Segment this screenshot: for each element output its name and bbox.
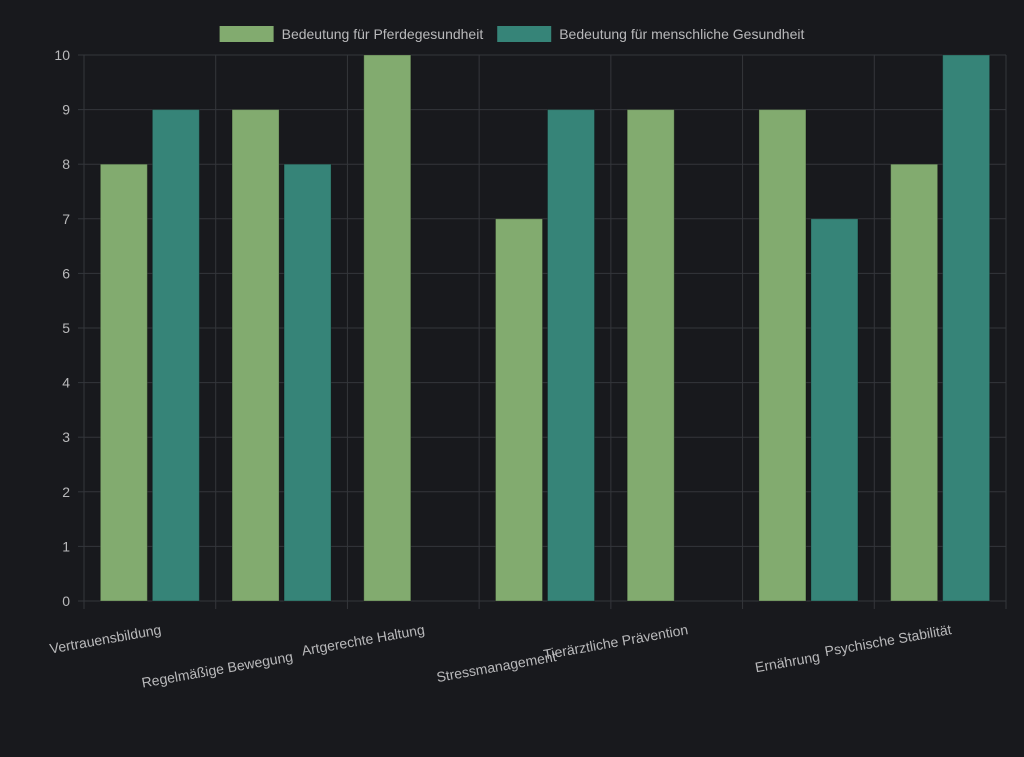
bar-menschliche-gesundheit[interactable]: [942, 54, 991, 602]
bar-pferdegesundheit[interactable]: [495, 218, 543, 602]
bar-menschliche-gesundheit[interactable]: [283, 163, 332, 602]
y-tick-label: 2: [62, 484, 70, 500]
bar-pferdegesundheit[interactable]: [626, 109, 675, 602]
y-tick-label: 1: [62, 538, 70, 554]
x-tick-label: Psychische Stabilität: [823, 621, 952, 659]
y-tick-label: 8: [62, 156, 70, 172]
y-tick-label: 7: [62, 211, 70, 227]
x-tick-label: Stressmanagement: [435, 648, 557, 685]
x-tick-label: Vertrauensbildung: [48, 621, 162, 656]
y-tick-label: 3: [62, 429, 70, 445]
legend-item-pferdegesundheit[interactable]: Bedeutung für Pferdegesundheit: [219, 26, 484, 42]
grid-lines: [83, 54, 1007, 602]
x-tick-label: Tierärztliche Prävention: [542, 621, 689, 662]
legend[interactable]: Bedeutung für Pferdegesundheit Bedeutung …: [219, 26, 805, 42]
legend-label: Bedeutung für Pferdegesundheit: [282, 26, 484, 42]
bar-pferdegesundheit[interactable]: [99, 163, 148, 602]
y-tick-label: 4: [62, 375, 70, 391]
legend-item-menschliche-gesundheit[interactable]: Bedeutung für menschliche Gesundheit: [497, 26, 804, 42]
legend-swatch: [497, 26, 552, 42]
x-tick-label: Regelmäßige Bewegung: [140, 648, 294, 690]
legend-swatch: [219, 26, 274, 42]
bar-menschliche-gesundheit[interactable]: [810, 218, 859, 602]
bar-menschliche-gesundheit[interactable]: [547, 109, 595, 602]
bar-pferdegesundheit[interactable]: [758, 109, 807, 602]
bar-pferdegesundheit[interactable]: [231, 109, 280, 602]
y-tick-label: 0: [62, 593, 70, 609]
x-tick-label: Ernährung: [754, 648, 821, 675]
y-tick-label: 9: [62, 102, 70, 118]
y-tick-label: 6: [62, 265, 70, 281]
bars: [99, 54, 991, 602]
y-tick-label: 10: [54, 47, 70, 63]
bar-pferdegesundheit[interactable]: [890, 163, 939, 602]
y-tick-label: 5: [62, 320, 70, 336]
bar-menschliche-gesundheit[interactable]: [151, 109, 200, 602]
legend-label: Bedeutung für menschliche Gesundheit: [559, 26, 804, 42]
bar-pferdegesundheit[interactable]: [363, 54, 412, 602]
x-tick-label: Artgerechte Haltung: [300, 621, 425, 658]
